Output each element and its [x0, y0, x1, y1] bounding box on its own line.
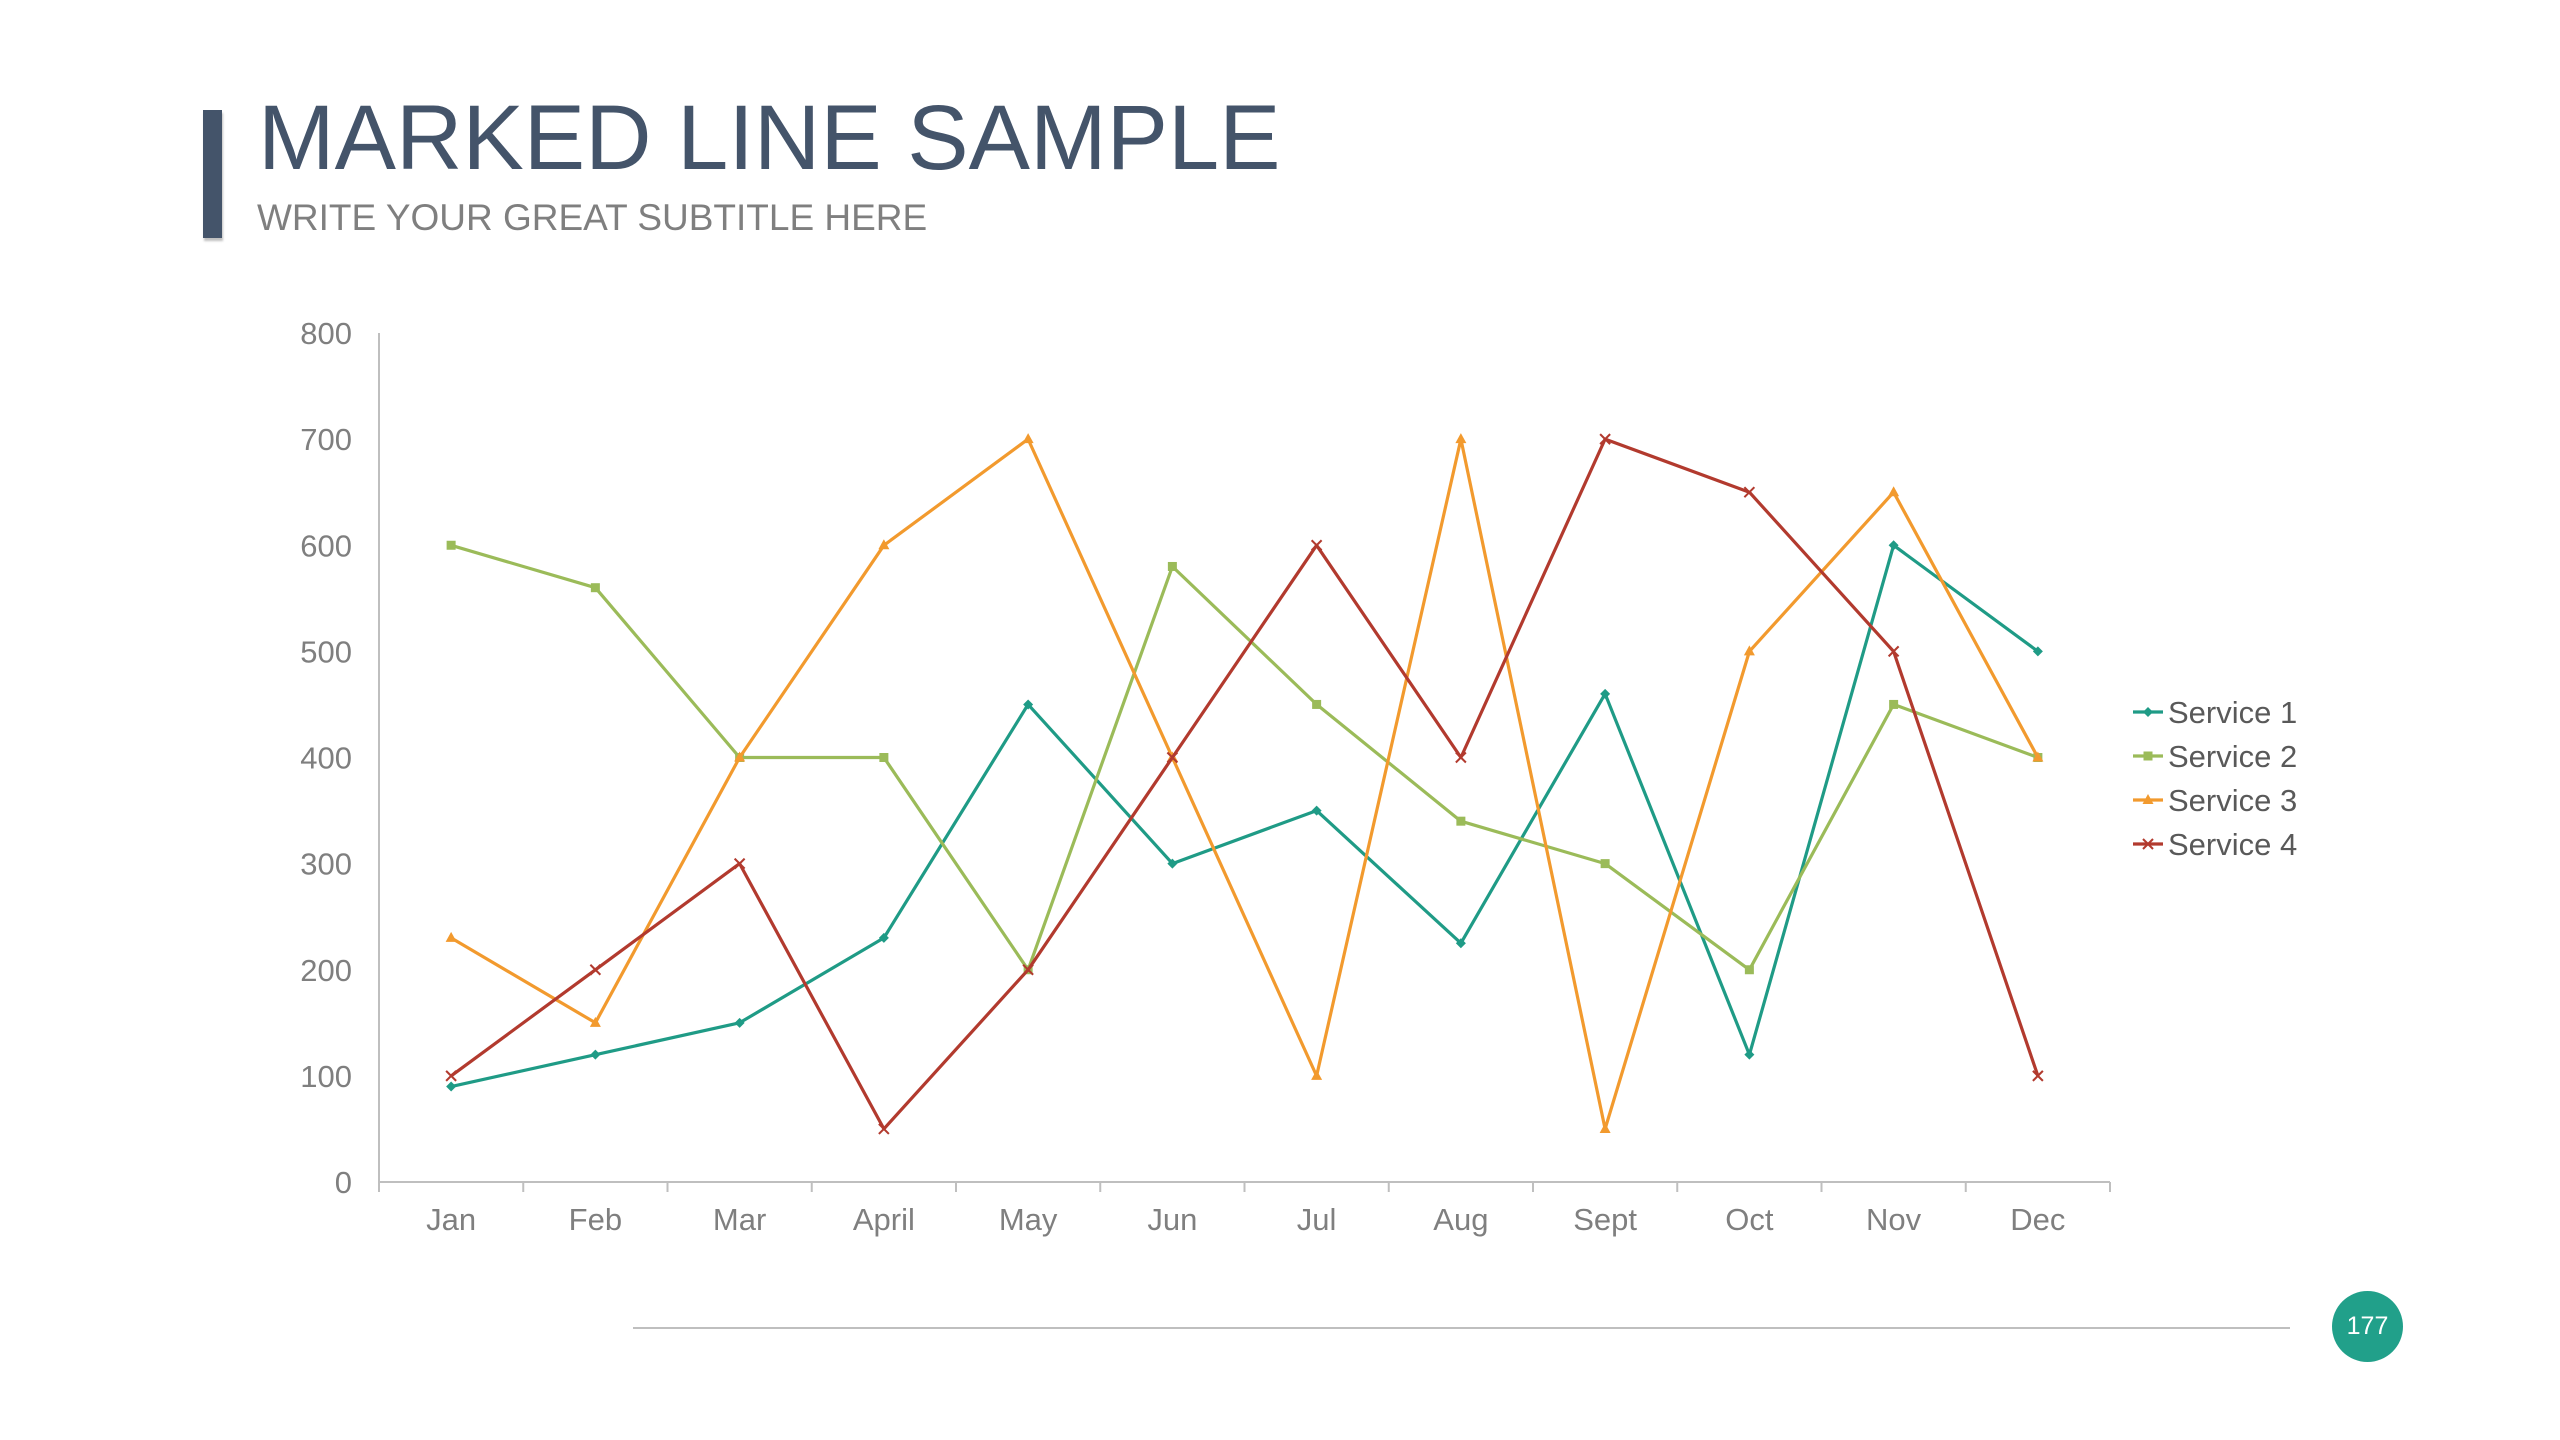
series-3: [445, 433, 2044, 1133]
data-point-marker: [733, 857, 746, 870]
series-line: [450, 543, 2039, 1089]
x-tick-label: Oct: [1725, 1202, 1774, 1237]
data-point-marker: [1455, 751, 1467, 764]
y-tick-label: 300: [300, 847, 352, 882]
data-point-marker: [2143, 751, 2153, 761]
legend-item: Service 3: [2133, 783, 2297, 818]
x-tick-label: April: [853, 1202, 915, 1237]
legend-item: Service 4: [2133, 827, 2297, 862]
legend-item: Service 2: [2133, 739, 2297, 774]
data-point-marker: [589, 1016, 601, 1027]
x-tick-label: Feb: [569, 1202, 622, 1237]
y-tick-label: 700: [300, 422, 352, 457]
y-tick-label: 500: [300, 634, 352, 669]
data-point-marker: [1888, 486, 1900, 497]
data-point-marker: [1023, 699, 1034, 710]
chart-legend: Service 1 Service 2 Service 3 Service 4: [2133, 695, 2297, 862]
data-point-marker: [446, 1081, 457, 1092]
y-tick-label: 200: [300, 953, 352, 988]
chart-series: [445, 433, 2044, 1135]
data-point-marker: [1167, 561, 1177, 571]
series-2: [446, 540, 2043, 975]
data-point-marker: [1600, 859, 1610, 869]
data-point-marker: [2142, 838, 2154, 850]
data-point-marker: [1022, 964, 1034, 976]
data-point-marker: [734, 751, 746, 762]
data-point-marker: [1311, 1069, 1323, 1080]
x-tick-label: Jan: [426, 1202, 476, 1237]
data-point-marker: [2032, 1070, 2044, 1082]
data-point-marker: [1456, 816, 1466, 826]
y-tick-label: 600: [300, 528, 352, 563]
data-point-marker: [2032, 646, 2043, 657]
data-point-marker: [589, 964, 602, 976]
data-point-marker: [445, 931, 457, 942]
series-4: [445, 433, 2044, 1135]
x-tick-label: Nov: [1866, 1202, 1922, 1237]
x-tick-label: May: [999, 1202, 1058, 1237]
data-point-marker: [1743, 645, 1755, 656]
slide-title: MARKED LINE SAMPLE: [258, 87, 1281, 189]
page-number-badge: 177: [2332, 1291, 2403, 1362]
footer-divider: [633, 1327, 2290, 1329]
data-point-marker: [1167, 858, 1178, 869]
series-1: [446, 540, 2043, 1092]
series-line: [450, 437, 2040, 1131]
x-tick-label: Dec: [2010, 1202, 2065, 1237]
legend-item: Service 1: [2133, 695, 2297, 730]
data-point-marker: [1311, 805, 1322, 816]
data-point-marker: [1455, 938, 1466, 949]
y-tick-label: 400: [300, 741, 352, 776]
data-point-marker: [1744, 965, 1754, 975]
x-tick-label: Jun: [1147, 1202, 1197, 1237]
x-tick-label: Sept: [1573, 1202, 1637, 1237]
data-point-marker: [879, 753, 889, 762]
data-point-marker: [2142, 794, 2154, 804]
data-point-marker: [1455, 433, 1467, 444]
data-point-marker: [1312, 699, 1322, 709]
data-point-marker: [590, 583, 600, 593]
data-point-marker: [2143, 707, 2153, 717]
data-point-marker: [878, 932, 889, 943]
y-tick-label: 800: [300, 316, 352, 351]
y-tick-label: 0: [335, 1165, 352, 1200]
data-point-marker: [445, 1070, 457, 1082]
data-point-marker: [878, 1123, 890, 1135]
y-tick-label: 100: [300, 1059, 352, 1094]
data-point-marker: [446, 540, 456, 550]
x-tick-label: Mar: [713, 1202, 766, 1237]
legend-label: Service 4: [2168, 827, 2297, 862]
data-point-marker: [734, 1017, 745, 1028]
data-point-marker: [1599, 1122, 1611, 1133]
slide-subtitle: WRITE YOUR GREAT SUBTITLE HERE: [257, 197, 928, 238]
series-line: [450, 543, 2039, 972]
data-point-marker: [1887, 645, 1900, 658]
data-point-marker: [1888, 540, 1899, 551]
data-point-marker: [878, 539, 890, 550]
data-point-marker: [2032, 751, 2044, 762]
data-point-marker: [1600, 688, 1611, 699]
chart-axes: 0 100 200 300 400 500 600 700 800 Jan Feb Mar April M…: [300, 316, 2111, 1237]
legend-label: Service 2: [2168, 739, 2297, 774]
data-point-marker: [1599, 433, 1611, 445]
data-point-marker: [1022, 433, 1034, 444]
x-tick-label: Aug: [1433, 1202, 1488, 1237]
data-point-marker: [1743, 486, 1756, 498]
legend-label: Service 1: [2168, 695, 2297, 730]
series-line: [450, 437, 2040, 1131]
data-point-marker: [1166, 751, 1179, 764]
legend-label: Service 3: [2168, 783, 2297, 818]
data-point-marker: [1889, 699, 1899, 709]
data-point-marker: [1744, 1049, 1755, 1060]
title-accent-bar: [203, 110, 222, 238]
data-point-marker: [1310, 539, 1323, 551]
x-tick-label: Jul: [1297, 1202, 1337, 1237]
data-point-marker: [590, 1049, 601, 1060]
